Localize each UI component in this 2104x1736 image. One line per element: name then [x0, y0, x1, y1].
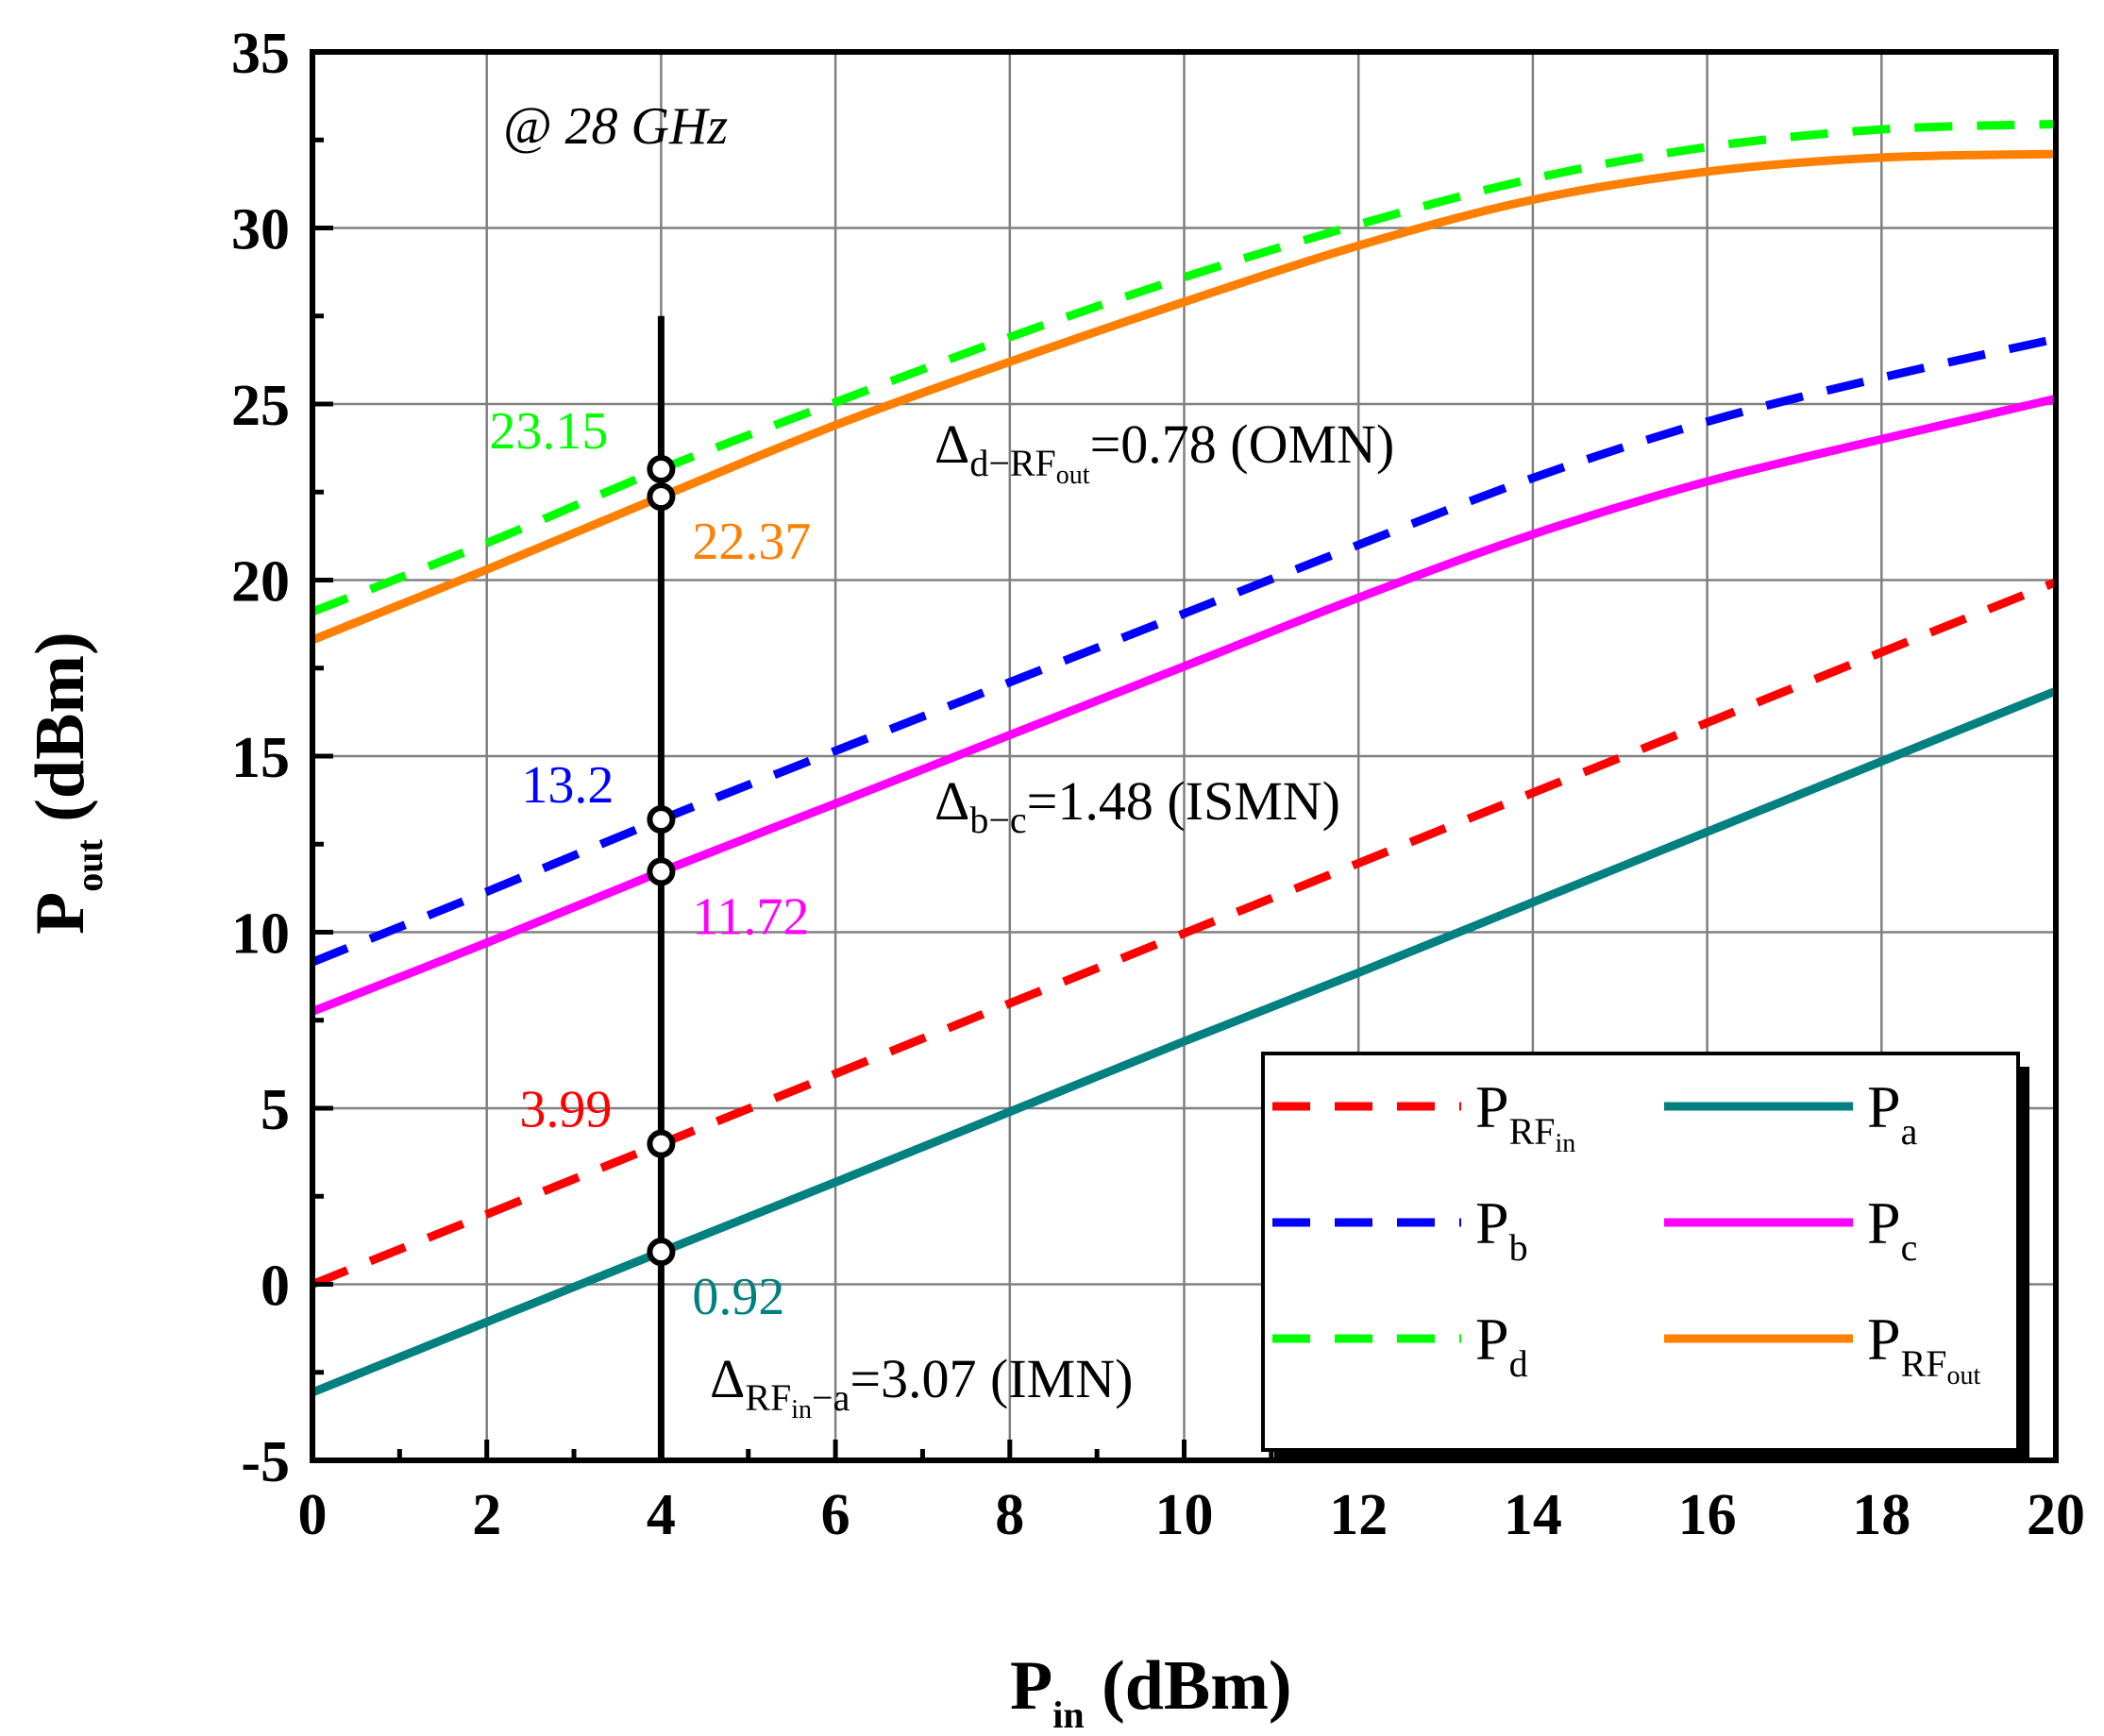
y-tick-label: 35	[231, 22, 290, 86]
x-tick-label: 2	[472, 1483, 501, 1547]
delta-imn-subsub: in	[791, 1395, 812, 1424]
marker-value-label: 11.72	[692, 887, 809, 946]
x-tick-label: 6	[821, 1483, 850, 1547]
delta-ismn-sub: b−c	[969, 799, 1026, 841]
delta-omn-value: =0.78 (OMN)	[1090, 413, 1395, 475]
delta-omn-symbol: Δ	[934, 413, 969, 475]
marker-point	[647, 482, 676, 512]
series-line-rfout	[311, 149, 2057, 645]
marker-point	[647, 455, 676, 484]
legend-label-rfin: PRFin	[1475, 1073, 1575, 1158]
y-tick-label: 15	[231, 726, 290, 790]
delta-omn-annotation: Δd−RFout=0.78 (OMN)	[934, 413, 1394, 490]
delta-imn-sub: RF	[745, 1376, 791, 1419]
delta-ismn-symbol: Δ	[934, 770, 969, 832]
curves	[311, 119, 2058, 1397]
series-line-a	[311, 686, 2058, 1397]
delta-imn-value: =3.07 (IMN)	[850, 1348, 1133, 1409]
x-tick-label: 4	[647, 1483, 676, 1547]
series-line-b	[311, 334, 2057, 967]
delta-omn-subsub: out	[1056, 461, 1090, 490]
legend-label-a: Pa	[1867, 1073, 1918, 1153]
delta-imn-annotation: ΔRFin−a=3.07 (IMN)	[710, 1348, 1133, 1424]
y-tick-label: 30	[231, 198, 290, 262]
legend-label-c: Pc	[1867, 1189, 1917, 1269]
x-axis-title: Pin (dBm)	[1010, 1647, 1292, 1736]
marker-value-label: 22.37	[692, 513, 811, 571]
y-tick-label: -5	[241, 1430, 290, 1494]
delta-imn-sub2: −a	[812, 1376, 850, 1419]
y-axis-title-rest: (dBm)	[22, 632, 99, 839]
legend-label-d: Pd	[1475, 1306, 1528, 1385]
frequency-annotation: @ 28 GHz	[503, 97, 728, 156]
marker-value-label: 23.15	[489, 402, 608, 461]
marker-point	[647, 857, 676, 886]
marker-point	[647, 1129, 676, 1158]
x-tick-label: 12	[1329, 1483, 1388, 1547]
delta-omn-sub: d−RF	[969, 442, 1055, 484]
legend-label-b: Pb	[1475, 1189, 1528, 1269]
x-axis-title-sub: in	[1052, 1694, 1084, 1736]
series-line-rfin	[311, 578, 2058, 1289]
x-axis-title-rest: (dBm)	[1085, 1647, 1292, 1725]
marker-value-label: 0.92	[692, 1268, 784, 1326]
x-tick-label: 20	[2027, 1483, 2085, 1547]
markers: 23.15 22.37 13.2 11.72 3.99 0.92	[489, 402, 811, 1326]
legend-box	[1261, 1052, 2020, 1452]
legend: PRFin Pa Pb Pc Pd PRFout	[1261, 1052, 2029, 1463]
y-tick-label: 10	[231, 902, 290, 967]
y-tick-label: 25	[231, 374, 290, 438]
y-axis-title: Pout (dBm)	[22, 632, 110, 935]
grid	[312, 52, 2056, 1460]
delta-ismn-value: =1.48 (ISMN)	[1027, 770, 1340, 832]
y-axis-title-main: P	[22, 892, 99, 935]
y-axis-title-sub: out	[68, 839, 110, 892]
y-tick-label: 0	[261, 1255, 290, 1319]
series-line-c	[311, 395, 2058, 1016]
x-tick-label: 8	[995, 1483, 1024, 1547]
marker-value-label: 13.2	[521, 756, 614, 815]
x-tick-label: 16	[1678, 1483, 1737, 1547]
x-tick-label: 14	[1504, 1483, 1562, 1547]
x-tick-label: 18	[1852, 1483, 1910, 1547]
y-tick-label: 5	[261, 1078, 290, 1142]
marker-point	[647, 805, 676, 834]
legend-label-rfout: PRFout	[1867, 1306, 1981, 1390]
delta-imn-symbol: Δ	[710, 1348, 745, 1409]
x-axis-title-main: P	[1010, 1647, 1052, 1725]
y-tick-label: 20	[231, 550, 290, 615]
series-line-d	[311, 119, 2057, 616]
marker-value-label: 3.99	[519, 1081, 612, 1139]
delta-ismn-annotation: Δb−c=1.48 (ISMN)	[934, 770, 1340, 841]
marker-point	[647, 1238, 676, 1267]
x-tick-label: 10	[1155, 1483, 1214, 1547]
x-tick-label: 0	[298, 1483, 328, 1547]
legend-items: PRFin Pa Pb Pc Pd PRFout	[1272, 1073, 1981, 1390]
